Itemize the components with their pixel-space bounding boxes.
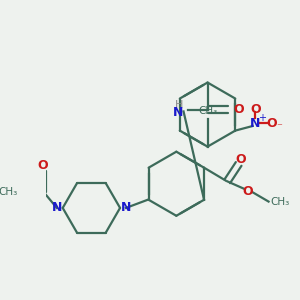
Text: N: N [52,201,62,214]
Text: O: O [37,159,48,172]
Text: ⁻: ⁻ [277,122,283,132]
Text: +: + [258,112,266,123]
Text: H: H [175,100,184,110]
Text: N: N [250,117,260,130]
Text: CH₃: CH₃ [0,187,17,196]
Text: O: O [250,103,260,116]
Text: CH₃: CH₃ [270,197,289,207]
Text: O: O [243,185,253,198]
Text: O: O [267,117,278,130]
Text: CH₃: CH₃ [198,106,217,116]
Text: N: N [121,201,131,214]
Text: N: N [173,106,184,119]
Text: O: O [233,103,244,116]
Text: O: O [235,153,246,166]
